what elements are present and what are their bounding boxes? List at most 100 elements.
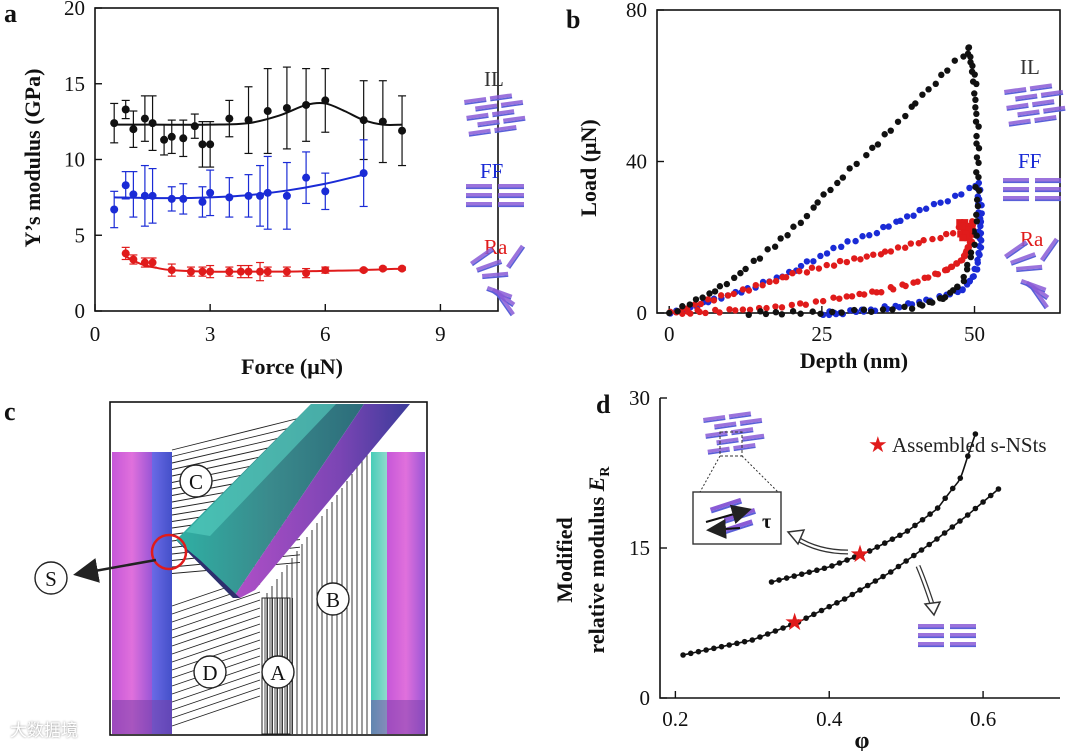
- s-label-circle: [34, 561, 68, 595]
- chart-b-ytick-label: 0: [637, 301, 648, 325]
- chart-b-point: [764, 246, 771, 253]
- chart-b-point: [814, 199, 821, 206]
- region-a-circle: [261, 655, 295, 689]
- chart-b-point: [838, 309, 845, 316]
- chart-b-point: [766, 278, 773, 286]
- chart-b-point: [797, 219, 805, 227]
- chart-b-point: [971, 71, 978, 78]
- chart-b-point: [757, 308, 764, 315]
- rod-top-stripe: [186, 404, 336, 536]
- right-bar-teal: [371, 452, 387, 734]
- chart-b-point: [851, 306, 858, 314]
- rod-side-face: [233, 404, 410, 598]
- chart-b-point: [966, 184, 973, 192]
- chart-b-point: [817, 252, 824, 260]
- chart-b-point: [962, 230, 970, 238]
- chart-a-point-ff: [359, 139, 368, 208]
- chart-a-point-ff: [140, 164, 149, 227]
- chart-d-ytick-label: 30: [629, 386, 650, 410]
- chart-b-ytick-label: 80: [626, 0, 647, 22]
- chart-b-point: [907, 240, 915, 247]
- chart-b-point: [692, 296, 700, 303]
- chart-b-point: [746, 306, 754, 313]
- chart-a-point-ra: [121, 246, 130, 261]
- chart-b-point: [745, 287, 753, 294]
- chart-b-point: [910, 279, 917, 286]
- chart-b-point: [943, 230, 950, 238]
- panel-b-label: b: [566, 5, 580, 34]
- chart-b-point: [817, 310, 824, 317]
- chart-b-point: [737, 269, 744, 277]
- chart-b-point: [973, 80, 980, 88]
- chart-b-point: [958, 191, 965, 198]
- chart-b-point: [889, 306, 896, 313]
- chart-b-point: [782, 274, 790, 281]
- chart-d-ytick-label: 15: [629, 536, 650, 560]
- chart-a-point-il: [179, 119, 188, 158]
- chart-b-point: [936, 295, 944, 302]
- panel-d-label: d: [596, 390, 611, 419]
- chart-b-point: [897, 217, 904, 225]
- chart-d-point: [987, 492, 994, 499]
- chart-a-point-il: [129, 110, 138, 148]
- chart-b-point: [803, 269, 811, 276]
- chart-b-point: [679, 303, 686, 310]
- chart-b-point: [903, 213, 911, 220]
- chart-b-point: [881, 131, 888, 138]
- chart-b-point: [819, 297, 827, 305]
- chart-d-point: [942, 495, 948, 502]
- chart-d-point: [972, 431, 979, 437]
- chart-b-point: [973, 218, 981, 225]
- chart-d-point: [926, 541, 933, 548]
- chart-d-point: [844, 557, 850, 563]
- chart-b-point: [674, 307, 681, 315]
- chart-b-point: [894, 244, 902, 251]
- chart-d-point: [866, 548, 873, 554]
- chart-d-point: [864, 582, 871, 589]
- chart-b-point: [844, 238, 851, 245]
- chart-b-point: [778, 311, 786, 318]
- chart-a-point-ff: [148, 167, 157, 224]
- chart-b-point: [887, 127, 894, 134]
- chart-d-point: [791, 573, 797, 579]
- chart-b-point: [860, 291, 868, 298]
- chart-b-point: [712, 306, 719, 314]
- chart-b-point: [771, 243, 779, 250]
- chart-a-point-ra: [282, 266, 291, 277]
- chart-b-point: [970, 273, 977, 280]
- chart-b-point: [706, 290, 713, 297]
- chart-d-point: [718, 643, 725, 650]
- region-a-label: A: [270, 661, 286, 685]
- chart-b-point: [887, 284, 895, 291]
- chart-a-xtick-label: 9: [435, 322, 446, 346]
- chart-b-point: [963, 266, 971, 273]
- chart-d-xtick-label: 0.4: [816, 707, 843, 731]
- chart-b-point: [919, 91, 926, 98]
- chart-b-point: [973, 169, 980, 176]
- chart-b-point: [941, 266, 949, 274]
- chart-b-point: [964, 234, 972, 242]
- ylabel-d-text: relative modulus: [584, 491, 609, 653]
- chart-b-point: [960, 226, 968, 234]
- chart-b-point: [975, 173, 982, 181]
- chart-b-point: [972, 104, 979, 111]
- chart-b-point: [710, 297, 718, 304]
- chart-b-point: [815, 265, 823, 272]
- chart-b-point: [803, 258, 811, 265]
- chart-b-series-il: [666, 44, 983, 319]
- chart-b-point: [863, 151, 870, 159]
- chart-b-point: [954, 283, 961, 290]
- chart-d-point: [798, 571, 805, 577]
- chart-b-point: [756, 255, 764, 262]
- chart-a-point-il: [225, 99, 234, 138]
- diagram-c: S C B D A: [34, 401, 428, 736]
- chart-a-point-ra: [140, 257, 149, 268]
- chart-d-point: [957, 475, 964, 481]
- inset-arrow-left: [706, 518, 741, 539]
- chart-b-point: [958, 222, 966, 230]
- chart-d-point: [795, 619, 802, 625]
- chart-b-point: [881, 248, 889, 255]
- chart-b-point: [789, 308, 797, 315]
- chart-a-point-ra: [186, 266, 195, 277]
